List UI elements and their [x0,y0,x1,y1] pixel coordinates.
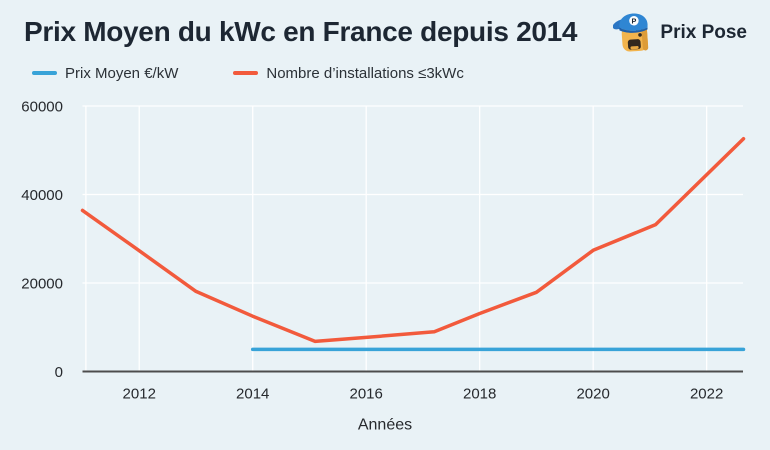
brand: P Prix Pose [613,11,747,55]
legend-item-installations[interactable]: Nombre d’installations ≤3kWc [233,64,464,82]
x-tick-label: 2012 [123,386,156,403]
x-axis-title: Années [358,417,412,434]
logo-badge-letter: P [632,16,637,25]
x-tick-label: 2022 [690,386,723,403]
y-tick-label: 40000 [21,187,63,204]
y-tick-label: 60000 [21,99,63,116]
x-tick-label: 2018 [463,386,496,403]
chart-legend: Prix Moyen €/kW Nombre d’installations ≤… [32,64,464,82]
series-line-1 [80,136,746,344]
x-tick-label: 2014 [236,386,269,403]
legend-label-installations: Nombre d’installations ≤3kWc [266,64,464,82]
legend-swatch-orange [233,71,259,75]
prix-pose-logo-icon: P [613,13,649,52]
legend-item-prix-moyen[interactable]: Prix Moyen €/kW [32,65,178,82]
legend-label-prix-moyen: Prix Moyen €/kW [65,64,179,82]
x-tick-label: 2016 [350,386,383,403]
page-title: Prix Moyen du kWc en France depuis 2014 [24,16,578,47]
x-tick-label: 2020 [576,386,609,403]
y-tick-label: 20000 [21,276,63,293]
legend-swatch-blue [32,71,57,75]
y-tick-label: 0 [55,364,63,381]
brand-name: Prix Pose [660,22,747,43]
